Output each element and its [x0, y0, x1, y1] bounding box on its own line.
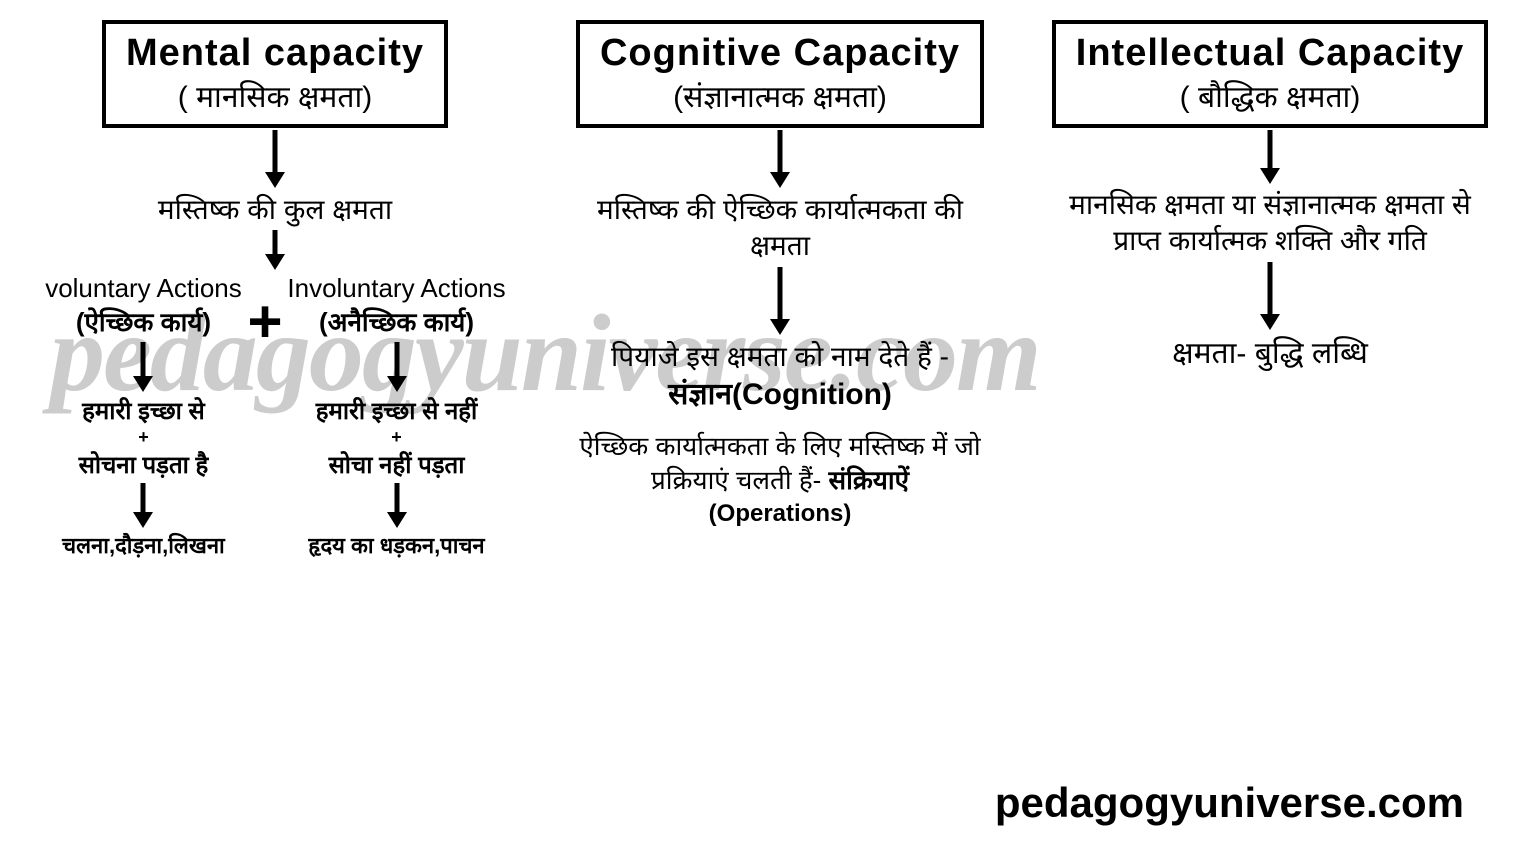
arrow-icon	[765, 130, 795, 190]
involuntary-en: Involuntary Actions	[287, 272, 505, 306]
cognitive-sub2a: पियाजे इस क्षमता को नाम देते हैं -	[611, 339, 949, 375]
arrow-icon	[1255, 130, 1285, 185]
cognitive-sub1: मस्तिष्क की ऐच्छिक कार्यात्मकता की क्षमत…	[570, 192, 990, 265]
involuntary-desc: हमारी इच्छा से नहीं + सोचा नहीं पड़ता	[316, 394, 478, 481]
cognitive-sub3: ऐच्छिक कार्यात्मकता के लिए मस्तिष्क में …	[560, 430, 1000, 529]
intellectual-title-en: Intellectual Capacity	[1076, 32, 1464, 75]
cognitive-capacity-column: Cognitive Capacity (संज्ञानात्मक क्षमता)…	[555, 20, 1005, 529]
cognitive-title-en: Cognitive Capacity	[600, 32, 960, 75]
voluntary-desc: हमारी इच्छा से + सोचना पड़ता है	[79, 394, 209, 481]
intellectual-sub1: मानसिक क्षमता या संज्ञानात्मक क्षमता से …	[1050, 187, 1490, 260]
arrow-icon	[382, 483, 412, 528]
cognitive-sub2b: संज्ञान(Cognition)	[611, 375, 949, 414]
mental-capacity-box: Mental capacity ( मानसिक क्षमता)	[102, 20, 448, 128]
voluntary-column: voluntary Actions (ऐच्छिक कार्य) हमारी इ…	[43, 272, 243, 560]
arrow-icon	[260, 230, 290, 270]
arrow-icon	[765, 267, 795, 337]
voluntary-en: voluntary Actions	[45, 272, 242, 306]
cognitive-sub3b: संक्रियाऐं	[829, 465, 909, 495]
arrow-icon	[128, 483, 158, 528]
arrow-icon	[128, 342, 158, 392]
mental-title-hi: ( मानसिक क्षमता)	[126, 75, 424, 116]
footer-credit: pedagogyuniverse.com	[995, 779, 1464, 827]
intellectual-capacity-column: Intellectual Capacity ( बौद्धिक क्षमता) …	[1040, 20, 1500, 373]
plus-small: +	[316, 427, 478, 448]
mental-title-en: Mental capacity	[126, 32, 424, 75]
arrow-icon	[382, 342, 412, 392]
plus-small: +	[79, 427, 209, 448]
intellectual-title-hi: ( बौद्धिक क्षमता)	[1076, 75, 1464, 116]
plus-icon: +	[247, 292, 282, 352]
cognitive-sub3a: ऐच्छिक कार्यात्मकता के लिए मस्तिष्क में …	[579, 431, 980, 495]
cognitive-box: Cognitive Capacity (संज्ञानात्मक क्षमता)	[576, 20, 984, 128]
mental-capacity-column: Mental capacity ( मानसिक क्षमता) मस्तिष्…	[40, 20, 510, 560]
actions-row: voluntary Actions (ऐच्छिक कार्य) हमारी इ…	[43, 272, 506, 560]
voluntary-hi: (ऐच्छिक कार्य)	[45, 306, 242, 340]
voluntary-desc2: सोचना पड़ता है	[79, 448, 209, 481]
involuntary-column: Involuntary Actions (अनैच्छिक कार्य) हमा…	[287, 272, 507, 560]
voluntary-desc1: हमारी इच्छा से	[79, 394, 209, 427]
involuntary-desc2: सोचा नहीं पड़ता	[316, 448, 478, 481]
involuntary-hi: (अनैच्छिक कार्य)	[287, 306, 505, 340]
intellectual-box: Intellectual Capacity ( बौद्धिक क्षमता)	[1052, 20, 1488, 128]
intellectual-sub2: क्षमता- बुद्धि लब्धि	[1172, 334, 1368, 373]
voluntary-ex: चलना,दौड़ना,लिखना	[62, 530, 225, 560]
mental-sub1: मस्तिष्क की कुल क्षमता	[158, 192, 392, 228]
involuntary-ex: हृदय का धड़कन,पाचन	[308, 530, 484, 560]
involuntary-desc1: हमारी इच्छा से नहीं	[316, 394, 478, 427]
involuntary-title: Involuntary Actions (अनैच्छिक कार्य)	[287, 272, 505, 340]
arrow-icon	[260, 130, 290, 190]
arrow-icon	[1255, 262, 1285, 332]
voluntary-title: voluntary Actions (ऐच्छिक कार्य)	[45, 272, 242, 340]
cognitive-sub3c: (Operations)	[560, 498, 1000, 529]
cognitive-title-hi: (संज्ञानात्मक क्षमता)	[600, 75, 960, 116]
cognitive-sub2: पियाजे इस क्षमता को नाम देते हैं - संज्ञ…	[611, 339, 949, 414]
